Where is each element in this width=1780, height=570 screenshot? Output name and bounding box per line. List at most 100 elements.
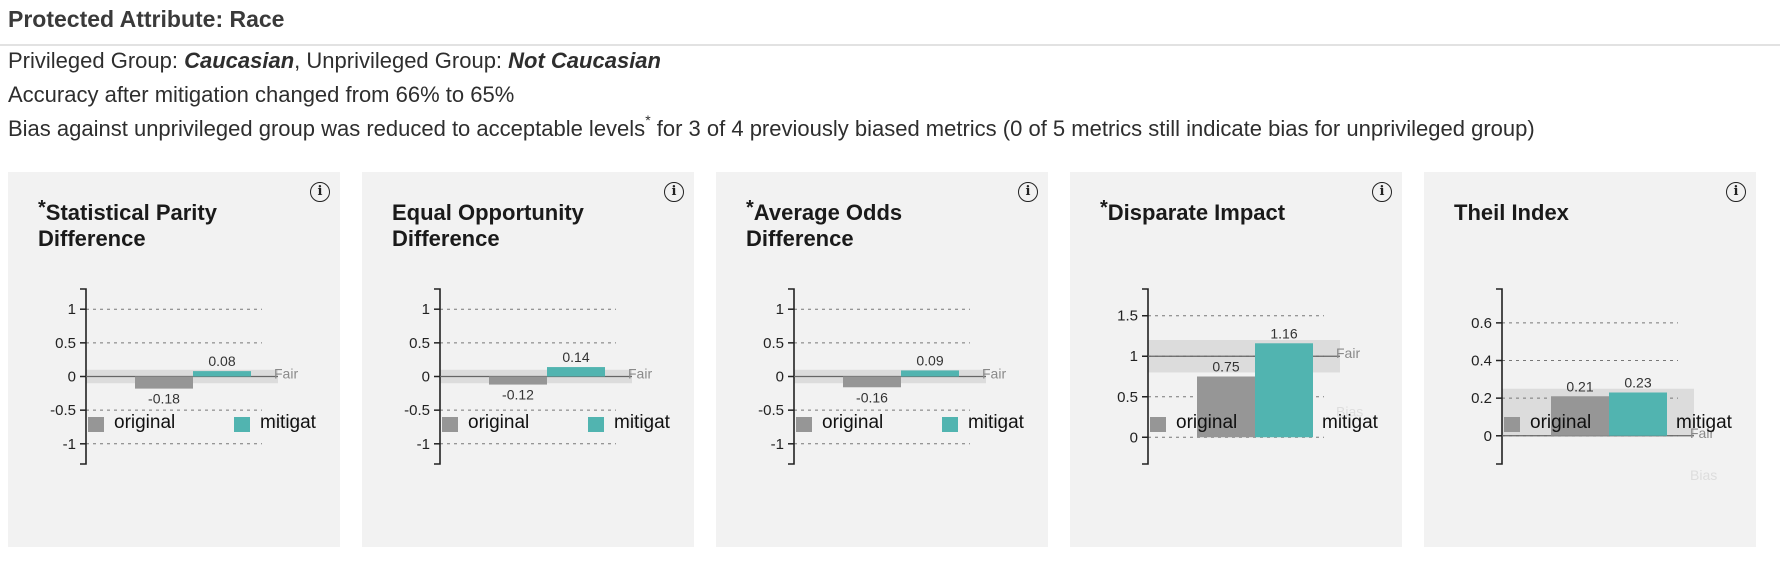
chart-title: *Statistical Parity Difference: [38, 197, 298, 252]
metric-panel: 1 0.5 0 -0.5 -1 Fair Bias -0.16 0.09 *Average Odd…: [716, 172, 1048, 547]
legend-label-mitigated: mitigated: [968, 412, 1024, 433]
y-tick-label: 0.5: [1117, 389, 1138, 406]
fair-label: Fair: [1336, 345, 1360, 361]
bar-original: [843, 376, 901, 388]
legend: original mitigated: [1424, 412, 1756, 438]
data-label: 0.14: [562, 349, 589, 365]
legend-label-mitigated: mitigated: [1322, 412, 1378, 433]
group-description: Privileged Group: Caucasian, Unprivilege…: [8, 48, 661, 74]
y-tick-label: 0: [422, 369, 430, 386]
bar-mitigated: [193, 371, 251, 377]
data-label: 0.23: [1624, 374, 1651, 390]
chart-title-text: Equal Opportunity Difference: [392, 200, 584, 251]
metric-panel: 1 0.5 0 -0.5 -1 Fair Bias -0.18 0.08 *Statistical…: [8, 172, 340, 547]
legend: original mitigated: [8, 412, 340, 438]
data-label: -0.12: [502, 387, 534, 403]
y-tick-label: 0.6: [1471, 315, 1492, 332]
chart-title-text: Theil Index: [1454, 200, 1569, 225]
y-tick-label: -0.5: [50, 402, 76, 419]
y-axis: [1496, 288, 1503, 465]
bar-original: [135, 376, 193, 389]
bias-label: Bias: [628, 414, 655, 430]
y-tick-label: 0: [1130, 429, 1138, 446]
bar-mitigated: [901, 370, 959, 377]
metric-panel: 0.6 0.4 0.2 0 Fair Bias 0.21 0.23 Theil Index i or…: [1424, 172, 1756, 547]
fair-label: Fair: [1690, 425, 1714, 441]
legend-swatch-original: [442, 417, 458, 432]
bias-text-a: Bias against unprivileged group was redu…: [8, 116, 646, 141]
legend-label-mitigated: mitigated: [1676, 412, 1732, 433]
page-title: Protected Attribute: Race: [8, 6, 285, 32]
header: Protected Attribute: Race: [0, 0, 1780, 46]
y-tick-label: 0: [776, 369, 784, 386]
legend: original mitigated: [716, 412, 1048, 438]
chart-svg: 1 0.5 0 -0.5 -1 Fair Bias -0.16 0.09: [758, 288, 1009, 465]
data-label: -0.16: [856, 389, 888, 405]
info-icon[interactable]: i: [1018, 182, 1038, 202]
footnote-marker: *: [746, 197, 754, 219]
bar-mitigated: [547, 367, 605, 377]
data-label: 0.08: [208, 353, 235, 369]
y-tick-label: 1: [422, 301, 430, 318]
fair-label: Fair: [982, 366, 1006, 382]
legend-label-original: original: [468, 412, 530, 433]
metric-panel: 1 0.5 0 -0.5 -1 Fair Bias -0.12 0.14 Equal Opport…: [362, 172, 694, 547]
legend-swatch-original: [1504, 417, 1520, 432]
bar-original: [1197, 376, 1255, 438]
legend-label-original: original: [114, 412, 176, 433]
y-tick-label: 1: [776, 301, 784, 318]
legend-swatch-mitigated: [1296, 417, 1312, 432]
legend-swatch-original: [1150, 417, 1166, 432]
info-icon[interactable]: i: [1726, 182, 1746, 202]
chart-title-text: Disparate Impact: [1107, 200, 1286, 225]
data-label: -0.18: [148, 391, 180, 407]
bar-original: [489, 376, 547, 385]
y-tick-label: 0: [68, 369, 76, 386]
y-tick-label: 0.5: [55, 335, 76, 352]
chart-title: *Average Odds Difference: [746, 197, 1006, 252]
info-icon[interactable]: i: [310, 182, 330, 202]
legend-swatch-mitigated: [234, 417, 250, 432]
footnote-marker: *: [1100, 197, 1108, 219]
bias-label: Bias: [274, 414, 301, 430]
y-tick-label: 1: [1130, 348, 1138, 365]
footnote-marker: *: [645, 112, 651, 128]
data-label: 0.75: [1212, 359, 1239, 375]
info-icon[interactable]: i: [1372, 182, 1392, 202]
y-tick-label: 0: [1484, 428, 1492, 445]
fair-label: Fair: [274, 366, 298, 382]
chart-svg: 1 0.5 0 -0.5 -1 Fair Bias -0.12 0.14: [404, 288, 655, 465]
bias-label: Bias: [1690, 467, 1717, 483]
chart-title: *Disparate Impact: [1100, 197, 1360, 226]
info-icon[interactable]: i: [664, 182, 684, 202]
legend-label-mitigated: mitigated: [614, 412, 670, 433]
legend: original mitigated: [362, 412, 694, 438]
legend: original mitigated: [1070, 412, 1402, 438]
bias-text-b: for 3 of 4 previously biased metrics (0 …: [650, 116, 1535, 141]
y-tick-label: 0.5: [763, 335, 784, 352]
chart-title-text: Average Odds Difference: [746, 200, 903, 251]
chart-svg: 1.5 1 0.5 0 Fair Bias 0.75 1.16: [1117, 288, 1363, 465]
legend-label-original: original: [1176, 412, 1238, 433]
privileged-prefix: Privileged Group:: [8, 48, 185, 73]
y-axis: [1142, 288, 1149, 465]
y-tick-label: 1: [68, 301, 76, 318]
data-label: 0.21: [1566, 378, 1593, 394]
chart-svg: 1 0.5 0 -0.5 -1 Fair Bias -0.18 0.08: [50, 288, 301, 465]
accuracy-text: Accuracy after mitigation changed from 6…: [8, 82, 515, 107]
chart-title-text: Statistical Parity Difference: [38, 200, 217, 251]
bias-label: Bias: [1336, 403, 1363, 419]
metric-panel: 1.5 1 0.5 0 Fair Bias 0.75 1.16 *Disparate Impac…: [1070, 172, 1402, 547]
data-label: 0.09: [916, 352, 943, 368]
y-tick-label: -1: [63, 436, 76, 453]
y-tick-label: -0.5: [758, 402, 784, 419]
legend-swatch-mitigated: [588, 417, 604, 432]
footnote-marker: *: [38, 197, 46, 219]
data-label: 1.16: [1270, 325, 1297, 341]
privileged-group: Caucasian: [184, 48, 295, 73]
legend-label-original: original: [1530, 412, 1592, 433]
bias-label: Bias: [982, 414, 1009, 430]
legend-swatch-mitigated: [942, 417, 958, 432]
y-tick-label: -1: [771, 436, 784, 453]
chart-title: Equal Opportunity Difference: [392, 200, 652, 252]
